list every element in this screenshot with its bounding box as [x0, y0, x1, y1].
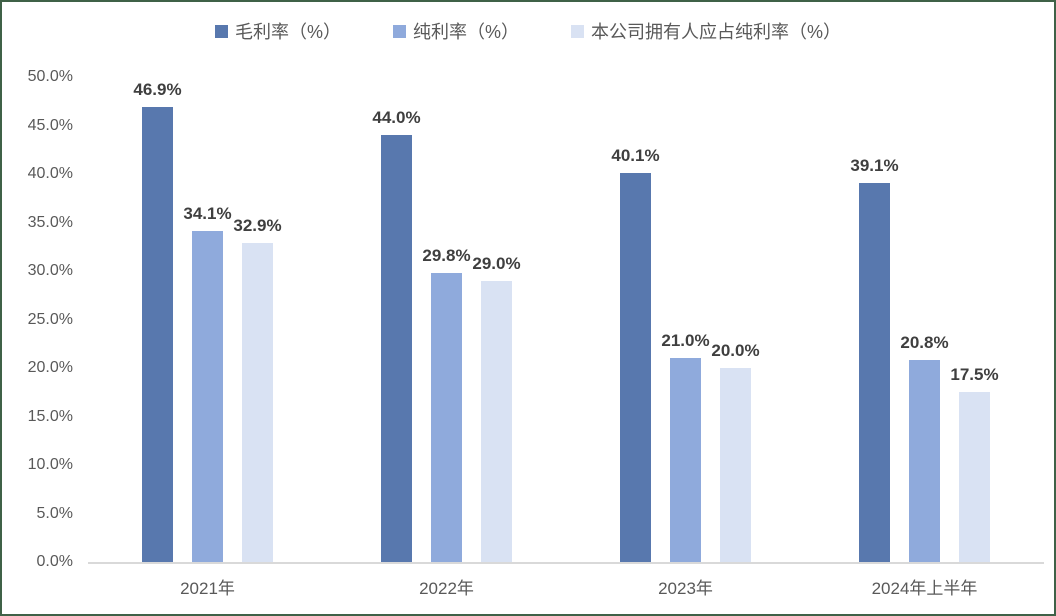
bar-group-1: 44.0% 29.8% 29.0% — [327, 77, 566, 562]
x-axis-line — [88, 562, 1044, 564]
bar-value-label: 21.0% — [661, 331, 710, 351]
bar-value-label: 20.0% — [711, 341, 760, 360]
y-axis-tick-label: 20.0% — [27, 359, 73, 376]
x-axis-label-1: 2022年 — [419, 579, 474, 598]
y-axis-tick-label: 15.0% — [27, 407, 73, 425]
bar-plot-area: 46.9% 34.1% 32.9% 44.0% 29.8% 29.0% 40.1% 21.0%… — [88, 77, 1044, 562]
legend-label: 毛利率（%） — [234, 22, 341, 42]
chart-legend: 毛利率（%） 纯利率（%） 本公司拥有人应占纯利率（%） — [2, 18, 1054, 44]
bar-value-label: 39.1% — [850, 155, 899, 175]
bar-series0-cat0: 46.9% — [133, 80, 182, 562]
bar-series1-cat1: 29.8% — [422, 246, 471, 562]
bar-value-label: 44.0% — [372, 108, 421, 128]
bar-series1-cat2: 21.0% — [661, 331, 710, 562]
bar-series2-cat1: 29.0% — [472, 254, 521, 562]
bar-series1-cat3: 20.8% — [900, 333, 949, 562]
y-axis-tick-label: 50.0% — [27, 68, 73, 85]
bar-series2-cat3: 17.5% — [950, 365, 999, 562]
legend-swatch-icon — [214, 24, 228, 38]
legend-item-0: 毛利率（%） — [214, 18, 341, 44]
x-axis-label-0: 2021年 — [180, 579, 235, 598]
y-axis-tick-label: 35.0% — [27, 213, 73, 231]
bar-series0-cat1: 44.0% — [372, 108, 421, 562]
bar-group-0: 46.9% 34.1% 32.9% — [88, 77, 327, 562]
bar-value-label: 29.8% — [422, 245, 471, 265]
x-axis-category-labels: 2021年 2022年 2023年 2024年上半年 — [88, 574, 1044, 599]
legend-swatch-icon — [571, 24, 584, 38]
legend-swatch-icon — [392, 24, 406, 38]
y-axis-tick-label: 30.0% — [27, 262, 73, 279]
bar-series0-cat3: 39.1% — [850, 156, 899, 562]
y-axis-tick-label: 5.0% — [36, 504, 73, 522]
legend-item-1: 纯利率（%） — [392, 18, 519, 44]
y-axis-tick-label: 45.0% — [27, 116, 73, 134]
bar-value-label: 32.9% — [233, 215, 282, 235]
y-axis-tick-label: 25.0% — [27, 310, 73, 328]
y-axis-tick-label: 40.0% — [27, 165, 73, 182]
bar-group-2: 40.1% 21.0% 20.0% — [566, 77, 805, 562]
legend-label: 纯利率（%） — [412, 22, 519, 42]
bar-series2-cat0: 32.9% — [233, 216, 282, 562]
legend-label: 本公司拥有人应占纯利率（%） — [591, 22, 842, 42]
y-axis-tick-label: 0.0% — [36, 553, 73, 570]
bar-value-label: 34.1% — [183, 204, 232, 224]
bar-series1-cat0: 34.1% — [183, 204, 232, 562]
y-axis-tick-label: 10.0% — [27, 456, 73, 473]
bar-value-label: 29.0% — [472, 253, 521, 273]
bar-value-label: 40.1% — [611, 146, 660, 166]
legend-item-2: 本公司拥有人应占纯利率（%） — [571, 18, 841, 44]
bar-series2-cat2: 20.0% — [711, 341, 760, 562]
bar-series0-cat2: 40.1% — [611, 146, 660, 562]
bar-value-label: 17.5% — [950, 365, 999, 385]
bar-group-3: 39.1% 20.8% 17.5% — [805, 77, 1044, 562]
x-axis-label-3: 2024年上半年 — [871, 579, 978, 598]
bar-value-label: 20.8% — [900, 333, 949, 353]
bar-value-label: 46.9% — [133, 80, 182, 100]
x-axis-label-2: 2023年 — [658, 579, 713, 598]
